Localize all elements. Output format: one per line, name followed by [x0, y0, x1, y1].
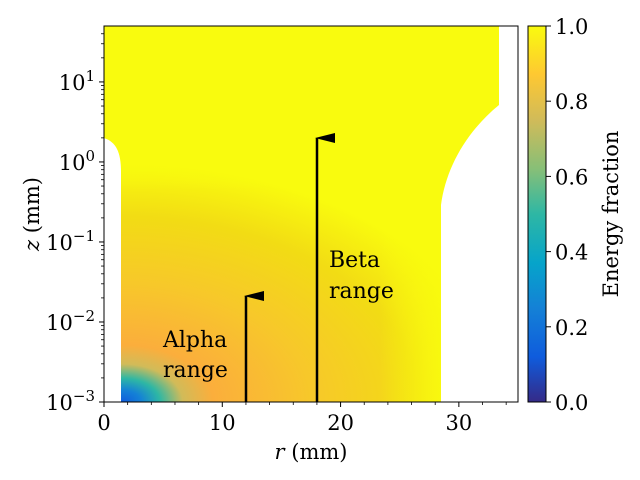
- colorbar-tick-label: 1.0: [555, 15, 588, 39]
- x-tick-label: 10: [209, 411, 236, 435]
- masked-region-left: [104, 138, 121, 402]
- colorbar-tick-label: 0.0: [555, 391, 588, 415]
- y-tick-label: 10−1: [46, 227, 95, 255]
- colorbar-label: Energy fraction: [599, 131, 623, 298]
- alpha-label-line1: Alpha: [162, 328, 227, 353]
- heatmap-field: [104, 26, 518, 402]
- colorbar-tick-label: 0.4: [555, 241, 588, 265]
- beta-label-line2: range: [329, 279, 394, 304]
- y-tick-label: 101: [59, 67, 95, 95]
- plot-frame: [103, 25, 519, 403]
- masked-region-right: [441, 26, 518, 402]
- y-tick-label: 10−2: [46, 307, 95, 335]
- colorbar-tick-label: 0.6: [555, 165, 588, 189]
- colorbar-ticks: 0.0 0.2 0.4 0.6 0.8 1.0: [546, 15, 588, 415]
- y-tick-label: 100: [59, 147, 95, 175]
- y-tick-label: 10−3: [46, 387, 95, 415]
- alpha-label-line2: range: [163, 358, 228, 383]
- y-axis-label: z (mm): [20, 177, 44, 252]
- x-tick-label: 30: [445, 411, 472, 435]
- x-tick-label: 0: [97, 411, 110, 435]
- beta-label-line1: Beta: [329, 248, 380, 273]
- x-axis-label: r (mm): [275, 440, 348, 464]
- x-tick-label: 20: [327, 411, 354, 435]
- x-axis: 0 10 20 30: [97, 402, 507, 435]
- colorbar-tick-label: 0.2: [555, 316, 588, 340]
- colorbar: [527, 25, 547, 403]
- y-axis: 10−3 10−2 10−1 100 101: [46, 33, 104, 415]
- colorbar-tick-label: 0.8: [555, 90, 588, 114]
- heatmap-right-fade: [380, 150, 450, 402]
